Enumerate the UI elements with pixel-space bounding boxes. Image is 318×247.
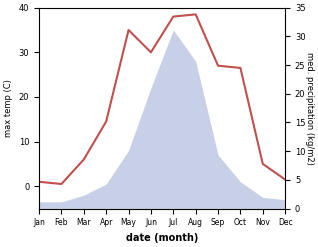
X-axis label: date (month): date (month) bbox=[126, 233, 198, 243]
Y-axis label: max temp (C): max temp (C) bbox=[4, 79, 13, 137]
Y-axis label: med. precipitation (kg/m2): med. precipitation (kg/m2) bbox=[305, 52, 314, 165]
